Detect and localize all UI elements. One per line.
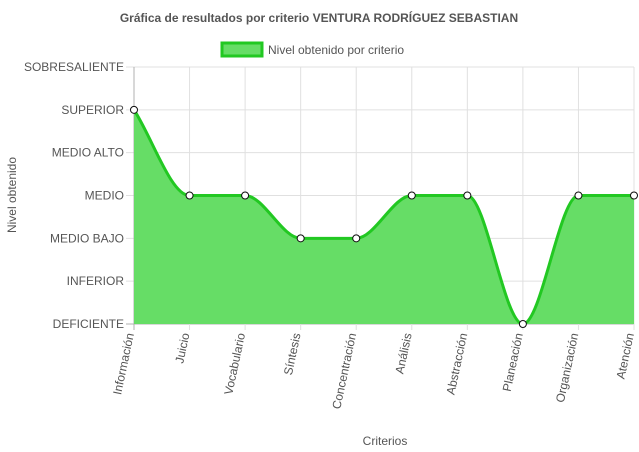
data-point bbox=[352, 234, 361, 243]
x-tick-label: Análisis bbox=[392, 332, 414, 375]
x-tick-label: Juicio bbox=[172, 331, 192, 364]
y-tick-label: INFERIOR bbox=[67, 274, 125, 288]
y-tick-label: MEDIO bbox=[85, 189, 124, 203]
y-tick-label: MEDIO ALTO bbox=[52, 146, 124, 160]
legend-swatch bbox=[220, 41, 264, 58]
series-line bbox=[132, 109, 634, 326]
x-axis-ticks: Información Juicio Vocabulario Síntesis Conc… bbox=[110, 331, 637, 410]
x-tick-label: Organización bbox=[553, 332, 581, 404]
series-area bbox=[132, 109, 634, 326]
y-tick-label: SUPERIOR bbox=[61, 103, 124, 117]
data-point bbox=[630, 191, 638, 200]
x-tick-label: Concentración bbox=[329, 332, 359, 411]
data-point bbox=[407, 191, 416, 200]
data-point bbox=[130, 105, 138, 114]
x-tick-label: Vocabulario bbox=[221, 331, 248, 396]
y-axis-title: Nivel obtenido bbox=[5, 157, 19, 233]
series-area-fill bbox=[134, 109, 634, 324]
y-tick-label: DEFICIENTE bbox=[53, 317, 124, 331]
data-point bbox=[463, 191, 472, 200]
legend[interactable]: Nivel obtenido por criterio bbox=[220, 41, 404, 58]
data-point bbox=[296, 234, 305, 243]
x-tick-label: Atención bbox=[614, 332, 637, 381]
data-point bbox=[574, 191, 583, 200]
legend-label: Nivel obtenido por criterio bbox=[268, 43, 404, 57]
x-tick-label: Abstracción bbox=[444, 332, 471, 396]
data-point bbox=[241, 191, 250, 200]
x-axis-title: Criterios bbox=[363, 434, 408, 448]
chart-title: Gráfica de resultados por criterio VENTU… bbox=[120, 10, 518, 25]
x-tick-label: Síntesis bbox=[281, 332, 304, 377]
data-point bbox=[518, 320, 527, 328]
x-tick-label: Información bbox=[110, 332, 137, 396]
y-axis-ticks: DEFICIENTE INFERIOR MEDIO BAJO MEDIO MEDIO A… bbox=[24, 60, 124, 331]
x-tick-label: Planeación bbox=[500, 332, 526, 393]
y-tick-label: MEDIO BAJO bbox=[50, 231, 124, 245]
y-tick-label: SOBRESALIENTE bbox=[24, 60, 124, 74]
data-point bbox=[185, 191, 194, 200]
data-points bbox=[130, 105, 638, 328]
